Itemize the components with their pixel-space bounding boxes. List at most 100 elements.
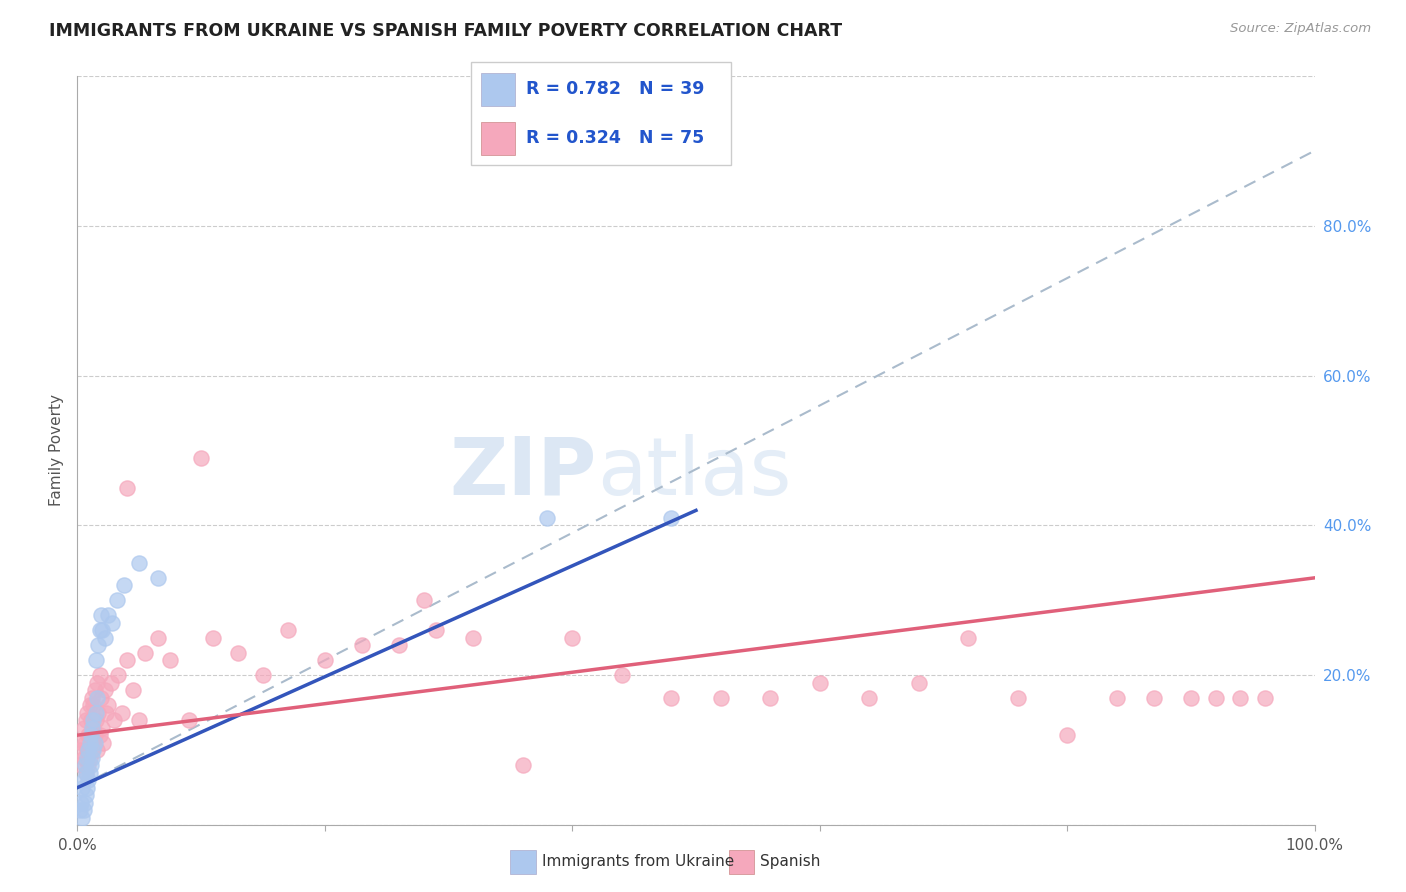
Point	[82, 721, 104, 735]
Point	[659, 690, 682, 705]
Point	[83, 683, 105, 698]
Point	[91, 736, 114, 750]
Point	[82, 743, 104, 757]
Point	[82, 721, 104, 735]
Point	[111, 706, 134, 720]
Point	[83, 736, 105, 750]
Point	[77, 728, 100, 742]
Point	[610, 668, 633, 682]
Text: Spanish: Spanish	[761, 855, 821, 869]
Point	[75, 765, 97, 780]
Point	[115, 481, 138, 495]
Point	[252, 668, 274, 682]
Point	[76, 780, 98, 795]
Point	[79, 765, 101, 780]
Point	[83, 728, 105, 742]
Text: Source: ZipAtlas.com: Source: ZipAtlas.com	[1230, 22, 1371, 36]
Point	[128, 713, 150, 727]
Point	[76, 706, 98, 720]
Point	[84, 706, 107, 720]
Y-axis label: Family Poverty: Family Poverty	[49, 394, 65, 507]
Point	[77, 773, 100, 788]
Point	[77, 758, 100, 772]
Point	[759, 690, 782, 705]
Point	[190, 450, 212, 465]
Text: R = 0.782   N = 39: R = 0.782 N = 39	[526, 80, 704, 98]
Point	[72, 773, 94, 788]
Point	[202, 631, 225, 645]
Point	[100, 675, 122, 690]
Point	[76, 750, 98, 764]
Point	[97, 698, 120, 713]
Text: R = 0.324   N = 75: R = 0.324 N = 75	[526, 129, 704, 147]
Point	[89, 624, 111, 638]
Point	[84, 713, 107, 727]
Point	[659, 511, 682, 525]
Point	[89, 728, 111, 742]
Point	[463, 631, 485, 645]
FancyBboxPatch shape	[481, 122, 515, 155]
Point	[87, 706, 110, 720]
Point	[86, 743, 108, 757]
FancyBboxPatch shape	[510, 850, 536, 873]
Point	[79, 750, 101, 764]
Point	[561, 631, 583, 645]
FancyBboxPatch shape	[481, 73, 515, 105]
Point	[710, 690, 733, 705]
Point	[1254, 690, 1277, 705]
Point	[536, 511, 558, 525]
Point	[75, 765, 97, 780]
Point	[350, 638, 373, 652]
Point	[90, 608, 112, 623]
Point	[103, 713, 125, 727]
Point	[72, 721, 94, 735]
Point	[94, 706, 117, 720]
Point	[77, 743, 100, 757]
Point	[72, 811, 94, 825]
Point	[75, 788, 97, 802]
Point	[808, 675, 831, 690]
Point	[1143, 690, 1166, 705]
Point	[86, 690, 108, 705]
Point	[80, 736, 103, 750]
Point	[93, 683, 115, 698]
Point	[512, 758, 534, 772]
Point	[89, 668, 111, 682]
Point	[134, 646, 156, 660]
Point	[1205, 690, 1227, 705]
Point	[957, 631, 980, 645]
Point	[72, 736, 94, 750]
Point	[107, 668, 129, 682]
Point	[146, 571, 169, 585]
Point	[82, 713, 104, 727]
Point	[128, 556, 150, 570]
Text: atlas: atlas	[598, 434, 792, 512]
Point	[82, 743, 104, 757]
Point	[91, 624, 114, 638]
Point	[159, 653, 181, 667]
Point	[82, 698, 104, 713]
Point	[412, 593, 434, 607]
Point	[75, 713, 97, 727]
Point	[314, 653, 336, 667]
Point	[84, 653, 107, 667]
Point	[79, 698, 101, 713]
Point	[70, 758, 93, 772]
Point	[82, 690, 104, 705]
Point	[858, 690, 880, 705]
Point	[76, 743, 98, 757]
Text: ZIP: ZIP	[450, 434, 598, 512]
Point	[1056, 728, 1078, 742]
Point	[73, 758, 96, 772]
Point	[87, 638, 110, 652]
FancyBboxPatch shape	[728, 850, 754, 873]
Point	[70, 796, 93, 810]
Point	[101, 615, 124, 630]
FancyBboxPatch shape	[471, 62, 731, 165]
Point	[105, 593, 128, 607]
Point	[80, 758, 103, 772]
Point	[72, 803, 94, 817]
Point	[177, 713, 200, 727]
Text: IMMIGRANTS FROM UKRAINE VS SPANISH FAMILY POVERTY CORRELATION CHART: IMMIGRANTS FROM UKRAINE VS SPANISH FAMIL…	[49, 22, 842, 40]
Point	[73, 796, 96, 810]
